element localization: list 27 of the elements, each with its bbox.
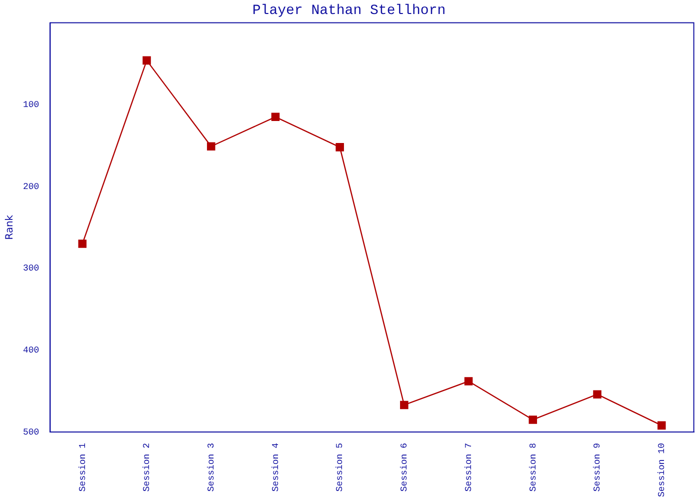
point [528,416,538,424]
point [206,142,216,151]
y-tick-label: 500 [23,427,40,438]
x-tick-label: Session 5 [335,442,346,492]
point [336,143,344,152]
x-tick-label: Session 2 [142,442,152,492]
y-axis-title: Rank [4,214,16,240]
x-tick-label: Session 4 [270,442,281,492]
point [657,421,666,430]
point [271,112,280,122]
x-tick-label: Session 6 [400,442,410,492]
x-tick-label: Session 7 [464,442,474,492]
point [400,400,408,410]
point [78,240,87,248]
chart-title: Player Nathan Stellhorn [252,3,446,20]
point [142,56,151,65]
y-tick-label: 300 [23,264,40,274]
y-tick-label: 100 [23,100,40,110]
x-tick-label: Session 8 [528,442,538,492]
x-tick-label: Session 3 [206,442,216,492]
x-tick-label: Session 10 [657,442,668,498]
x-tick-label: Session 1 [78,442,88,492]
point [593,390,602,398]
y-tick-label: 200 [23,182,40,192]
x-tick-label: Session 9 [592,442,603,492]
y-tick-label: 400 [23,346,40,356]
point [464,377,473,386]
